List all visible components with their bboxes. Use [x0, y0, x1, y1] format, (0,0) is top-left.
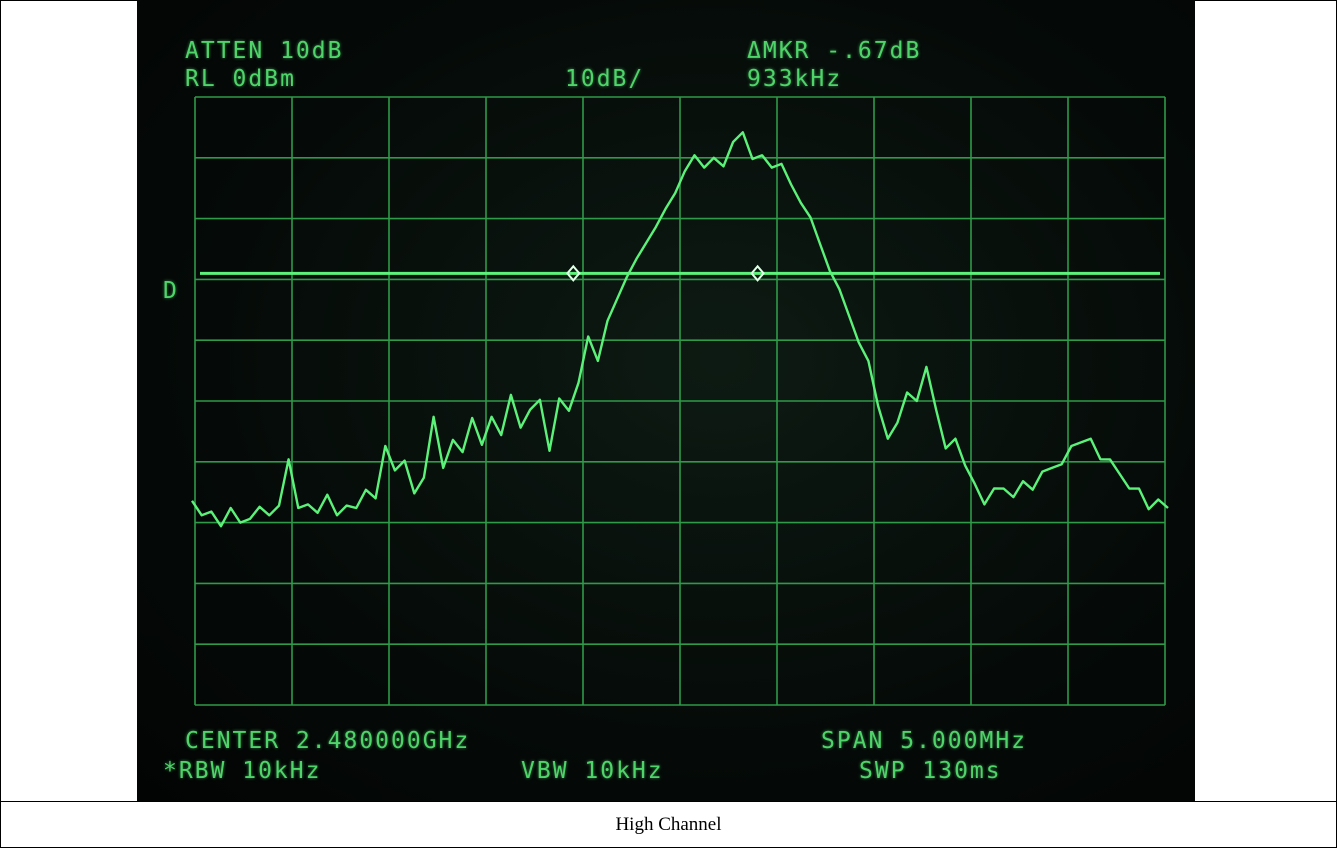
marker-right	[750, 264, 765, 282]
sweep-time-readout: SWP 130ms	[859, 758, 1002, 784]
marker-left	[565, 264, 581, 282]
rbw-readout: *RBW 10kHz	[163, 758, 322, 784]
delta-marker-frequency: 933kHz	[747, 66, 843, 92]
center-frequency: CENTER 2.480000GHz	[185, 728, 471, 754]
scale-readout: 10dB/	[565, 66, 645, 92]
display-line-label: D	[163, 278, 179, 304]
vbw-readout: VBW 10kHz	[521, 758, 664, 784]
atten-readout: ATTEN 10dB	[185, 38, 344, 64]
caption-text: High Channel	[615, 814, 722, 835]
spectrum-trace	[191, 131, 1169, 528]
caption-cell: High Channel	[0, 802, 1337, 848]
spectrum-display	[191, 96, 1169, 706]
ref-level-readout: RL 0dBm	[185, 66, 296, 92]
spectrum-analyzer-photo: ATTEN 10dB RL 0dBm 10dB/ ΔMKR -.67dB 933…	[137, 0, 1195, 801]
table-row-divider	[0, 801, 1337, 802]
graticule	[194, 96, 1166, 706]
delta-marker-amplitude: ΔMKR -.67dB	[747, 38, 922, 64]
markers	[565, 264, 765, 282]
span-readout: SPAN 5.000MHz	[821, 728, 1028, 754]
